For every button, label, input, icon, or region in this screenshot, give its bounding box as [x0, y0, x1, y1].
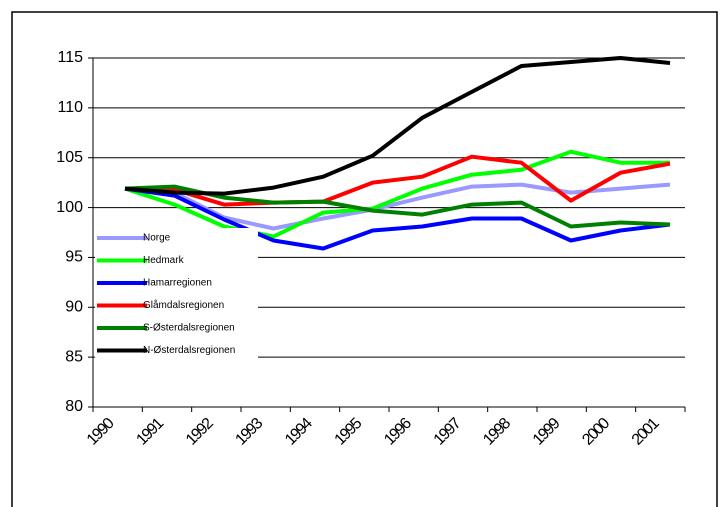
y-tick-label: 80 — [65, 398, 83, 415]
legend-label: Norge — [143, 233, 171, 244]
series-line — [124, 186, 671, 251]
y-tick-label: 95 — [65, 249, 83, 266]
y-tick-label: 90 — [65, 299, 83, 316]
y-tick-label: 105 — [56, 149, 83, 166]
legend-label: Hamarregionen — [143, 278, 212, 289]
legend: Norge Hedmark Hamarregionen Glåmdalsregione… — [95, 228, 258, 378]
series-line — [124, 56, 671, 196]
legend-label: N-Østerdalsregionen — [143, 345, 235, 356]
y-tick-label: 85 — [65, 348, 83, 365]
y-tick-label: 110 — [57, 99, 83, 116]
y-tick-label: 100 — [56, 199, 83, 216]
series-line — [124, 154, 671, 207]
legend-label: Hedmark — [143, 255, 185, 266]
legend-label: S-Østerdalsregionen — [143, 323, 235, 334]
series-line — [124, 184, 671, 229]
legend-label: Glåmdalsregionen — [143, 299, 224, 311]
legend-box — [95, 228, 258, 378]
y-tick-label: 115 — [57, 49, 83, 66]
series-line — [124, 149, 670, 239]
